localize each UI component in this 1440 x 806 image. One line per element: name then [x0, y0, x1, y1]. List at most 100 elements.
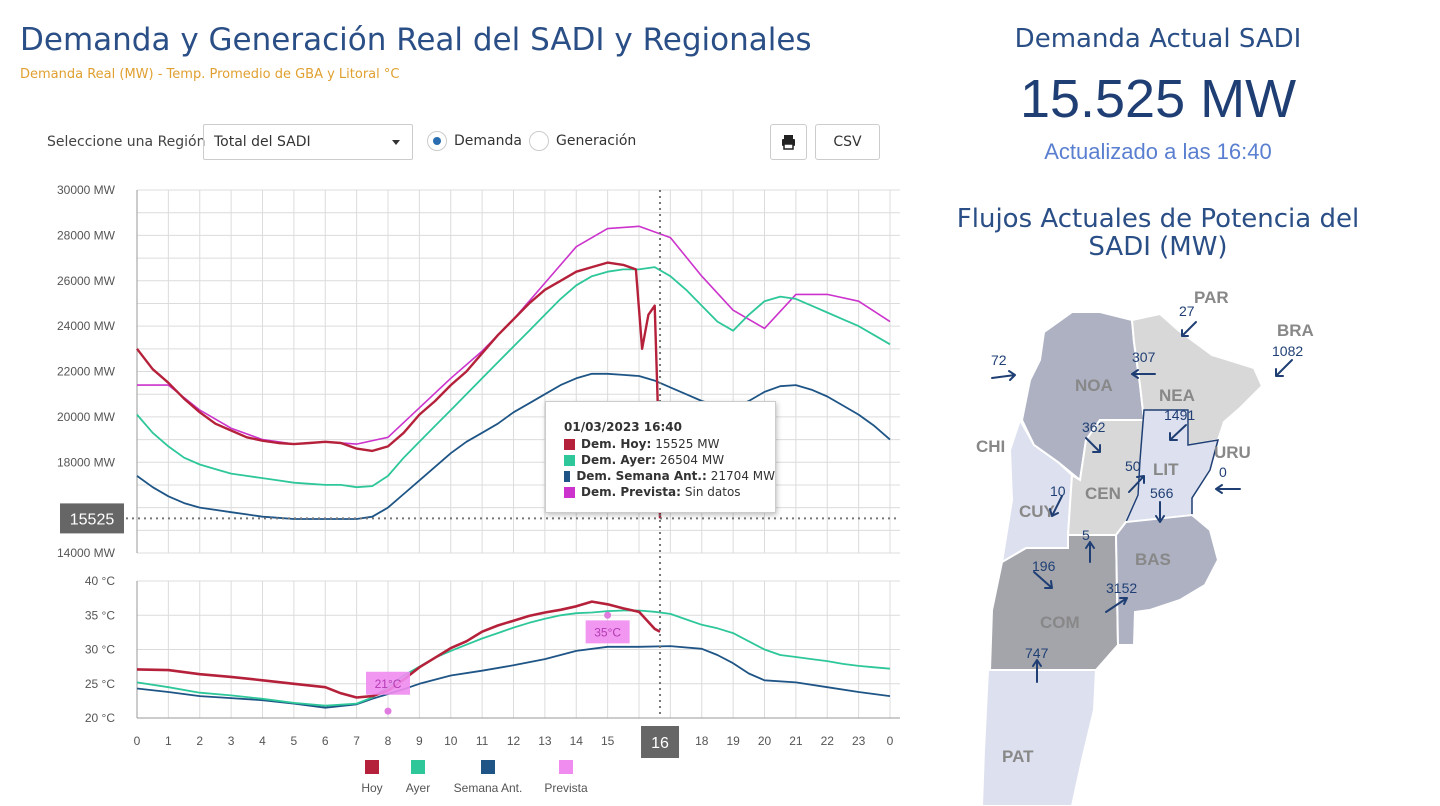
series-line: [136, 372, 891, 520]
flow-value: 3152: [1106, 580, 1137, 596]
flow-arrow: [1049, 495, 1063, 517]
tooltip-row-hoy: Dem. Hoy: 15525 MW: [564, 436, 775, 452]
sadi-flows-map: PAR BRA NOA NEA CHI LIT URU CEN CUY BAS …: [976, 288, 1314, 806]
region-label-cen: CEN: [1085, 484, 1121, 503]
tooltip-row-prevista: Dem. Prevista: Sin datos: [564, 484, 775, 500]
region-label-par: PAR: [1194, 288, 1229, 307]
flow-arrow: [1275, 359, 1293, 377]
print-button[interactable]: [770, 124, 807, 160]
region-bas[interactable]: [1114, 513, 1220, 646]
region-label-cuy: CUY: [1019, 502, 1056, 521]
x-tick-label: 4: [259, 734, 266, 748]
x-tick-label: 12: [507, 734, 521, 748]
tooltip-time: 01/03/2023 16:40: [564, 420, 682, 434]
region-label-bas: BAS: [1135, 550, 1171, 569]
region-pat[interactable]: [980, 669, 1098, 806]
y-tick-label: 28000 MW: [57, 228, 116, 242]
tooltip-swatch-prevista: [564, 486, 575, 498]
y-tick-label: 24000 MW: [57, 319, 116, 333]
tooltip-swatch-hoy: [564, 438, 575, 450]
legend-swatch-ayer: [411, 760, 425, 774]
flow-value: 196: [1032, 558, 1056, 574]
flow-arrow: [1085, 541, 1095, 563]
flow-value: 50: [1125, 458, 1141, 474]
chart-tooltip: 01/03/2023 16:40 Dem. Hoy: 15525 MW Dem. …: [545, 401, 776, 513]
flow-arrow: [1155, 501, 1165, 523]
radio-generacion-label: Generación: [556, 133, 637, 149]
series-line: [136, 600, 661, 699]
crosshair-x-box: [641, 726, 680, 758]
series-line: [136, 261, 662, 519]
region-label-bra: BRA: [1277, 321, 1314, 340]
legend-label: Ayer: [405, 781, 431, 795]
x-tick-label: 10: [444, 734, 458, 748]
x-tick-label: 20: [758, 734, 772, 748]
radio-generacion-circle[interactable]: [529, 131, 549, 151]
x-tick-label: 22: [821, 734, 835, 748]
x-tick-label: 5: [291, 734, 298, 748]
x-tick-label: 8: [385, 734, 392, 748]
flow-value: 27: [1179, 303, 1195, 319]
tooltip-label: Dem. Ayer:: [581, 453, 656, 467]
flows-title: Flujos Actuales de Potencia del SADI (MW…: [956, 204, 1360, 262]
flow-value: 1491: [1164, 407, 1195, 423]
x-tick-label: 11: [476, 734, 489, 748]
region-label-noa: NOA: [1075, 376, 1113, 395]
flow-value: 1082: [1272, 343, 1303, 359]
flow-arrow: [1131, 369, 1156, 379]
x-tick-label: 9: [416, 734, 423, 748]
legend-item-semana[interactable]: Semana Ant.: [448, 760, 528, 795]
printer-icon: [782, 135, 795, 150]
flow-arrow: [1085, 437, 1101, 453]
current-demand-updated: Actualizado a las 16:40: [1044, 139, 1272, 164]
x-tick-label: 15: [601, 734, 615, 748]
region-label-com: COM: [1040, 613, 1080, 632]
demand-temperature-chart[interactable]: 30000 MW 28000 MW 26000 MW 24000 MW 22000 MW…: [0, 170, 920, 760]
x-tick-label: 6: [322, 734, 329, 748]
region-label-lit: LIT: [1153, 460, 1179, 479]
flow-value: 5: [1082, 527, 1090, 543]
radio-demanda-circle[interactable]: [427, 131, 447, 151]
flow-arrow: [1181, 321, 1197, 337]
radio-demanda-label: Demanda: [454, 133, 522, 149]
y-tick-label: 26000 MW: [57, 274, 116, 288]
legend-item-ayer[interactable]: Ayer: [378, 760, 458, 795]
current-demand-title: Demanda Actual SADI: [1014, 24, 1302, 54]
forecast-label-box: [585, 620, 630, 644]
tooltip-value: 21704 MW: [710, 469, 775, 483]
y-tick-label: 14000 MW: [57, 546, 116, 560]
x-tick-label: 7: [353, 734, 360, 748]
flow-value: 0: [1219, 464, 1227, 480]
y-tick-label: 30 °C: [85, 643, 115, 657]
region-select-value: Total del SADI: [214, 134, 311, 150]
crosshair-y-label: 15525: [70, 511, 115, 528]
region-select[interactable]: Total del SADI: [203, 124, 413, 160]
flow-arrow: [1033, 571, 1053, 589]
tooltip-value: Sin datos: [684, 485, 741, 499]
current-demand-value: 15.525 MW: [1019, 69, 1297, 129]
x-tick-label: 0: [887, 734, 894, 748]
chevron-down-icon: [392, 140, 400, 145]
legend-swatch-prevista: [559, 760, 573, 774]
legend-label: Semana Ant.: [453, 781, 523, 795]
legend-item-prevista[interactable]: Prevista: [526, 760, 606, 795]
flow-value: 10: [1050, 483, 1066, 499]
tooltip-row-semana: Dem. Semana Ant.: 21704 MW: [564, 468, 775, 484]
radio-generacion[interactable]: Generación: [529, 131, 636, 151]
radio-demanda[interactable]: Demanda: [427, 131, 522, 151]
forecast-label: 35°C: [594, 625, 621, 639]
y-tick-label: 30000 MW: [57, 183, 116, 197]
x-tick-label: 1: [165, 734, 172, 748]
x-tick-label: 3: [228, 734, 235, 748]
tooltip-swatch-semana: [564, 470, 571, 482]
legend-item-hoy[interactable]: Hoy: [332, 760, 412, 795]
flow-arrow: [1105, 597, 1128, 613]
flow-value: 307: [1132, 349, 1156, 365]
x-tick-label: 18: [695, 734, 709, 748]
forecast-point: [604, 611, 612, 619]
flow-arrow: [1128, 475, 1145, 493]
region-lit[interactable]: [1124, 409, 1220, 523]
series-line: [136, 609, 891, 707]
tooltip-value: 26504 MW: [659, 453, 725, 467]
csv-button[interactable]: CSV: [815, 124, 880, 160]
